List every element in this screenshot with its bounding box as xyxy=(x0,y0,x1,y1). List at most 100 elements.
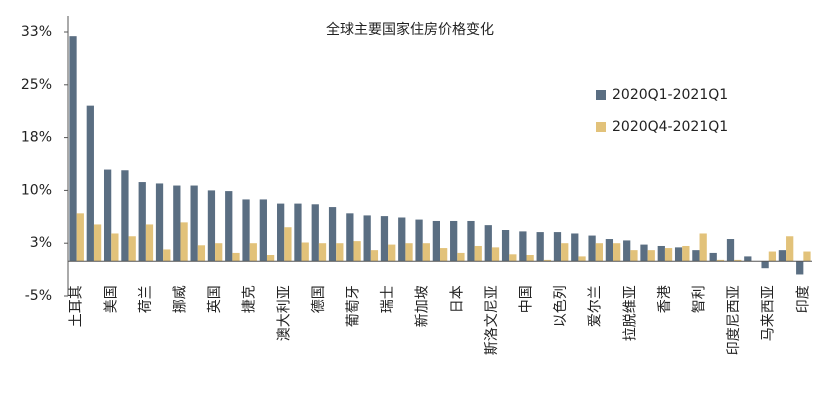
bar xyxy=(543,259,552,262)
bar xyxy=(647,250,655,262)
x-tick-label: 捷克 xyxy=(242,285,258,313)
x-tick-label: 瑞士 xyxy=(380,285,396,313)
x-tick-label: 英国 xyxy=(206,285,223,313)
bar xyxy=(284,227,292,262)
x-tick-label: 新加坡 xyxy=(415,285,431,327)
bar xyxy=(422,243,430,262)
bar xyxy=(353,241,361,262)
bar xyxy=(467,220,475,262)
bar xyxy=(336,243,344,262)
x-tick-label: 葡萄牙 xyxy=(345,285,361,327)
bar xyxy=(76,213,84,262)
bar xyxy=(440,248,448,262)
bar xyxy=(207,190,216,262)
bar xyxy=(519,231,527,262)
x-tick-label: 斯洛文尼亚 xyxy=(484,285,500,355)
bar xyxy=(709,252,717,262)
bar xyxy=(778,250,787,262)
bar xyxy=(266,255,275,262)
bar xyxy=(346,213,354,262)
x-tick-label: 土耳其 xyxy=(69,285,85,327)
bar xyxy=(699,233,707,262)
bar xyxy=(173,185,181,262)
bar xyxy=(734,259,742,262)
bar xyxy=(232,252,240,262)
bar xyxy=(526,255,534,262)
bar xyxy=(674,247,683,262)
bar xyxy=(786,236,794,262)
bar xyxy=(93,224,102,262)
bar xyxy=(571,233,579,262)
bar xyxy=(197,245,206,262)
bar xyxy=(388,244,396,262)
bar xyxy=(553,232,562,262)
bar xyxy=(664,248,673,262)
bar xyxy=(311,204,319,262)
y-tick-label: 10% xyxy=(21,182,52,198)
bar xyxy=(561,243,569,262)
legend-swatch xyxy=(596,90,606,100)
bar xyxy=(363,215,371,262)
bar xyxy=(415,219,423,262)
bar xyxy=(484,225,492,262)
bar xyxy=(474,245,482,262)
bar xyxy=(190,185,198,262)
bar xyxy=(450,220,458,262)
bar xyxy=(225,191,233,262)
bar xyxy=(716,259,725,262)
x-tick-label: 澳大利亚 xyxy=(276,285,292,341)
bar xyxy=(640,244,648,262)
bar xyxy=(796,261,804,275)
x-tick-label: 美国 xyxy=(103,285,119,313)
y-tick-label: 3% xyxy=(30,235,52,251)
bar xyxy=(380,216,389,262)
bar xyxy=(501,230,510,262)
bar xyxy=(613,243,621,262)
bar xyxy=(128,236,136,262)
x-tick-label: 香港 xyxy=(657,285,673,313)
bar xyxy=(588,235,596,262)
bar xyxy=(69,36,77,262)
bar xyxy=(277,203,285,262)
x-tick-label: 马来西亚 xyxy=(761,285,777,341)
x-tick-label: 日本 xyxy=(449,285,465,313)
bar xyxy=(692,250,700,262)
y-tick-label: -5% xyxy=(25,288,52,304)
bar xyxy=(432,220,440,262)
bar xyxy=(121,170,129,262)
x-tick-label: 挪威 xyxy=(172,285,188,313)
bar xyxy=(578,256,586,262)
bar xyxy=(605,239,614,262)
bar xyxy=(301,242,309,262)
bar xyxy=(726,239,735,262)
bar xyxy=(215,243,223,262)
bar xyxy=(398,217,406,262)
legend-label: 2020Q1-2021Q1 xyxy=(612,87,728,103)
bar xyxy=(138,182,146,262)
bar xyxy=(536,232,544,262)
bar xyxy=(180,222,188,262)
legend-swatch xyxy=(596,122,606,132)
x-tick-label: 印度 xyxy=(795,285,811,313)
bar xyxy=(259,199,267,262)
bar xyxy=(405,243,413,262)
bar xyxy=(630,250,638,262)
x-tick-label: 德国 xyxy=(311,285,327,313)
bar xyxy=(744,256,752,262)
bar xyxy=(595,243,603,262)
bar xyxy=(457,252,465,262)
bar xyxy=(145,224,154,262)
x-tick-label: 爱尔兰 xyxy=(588,285,604,327)
x-tick-label: 智利 xyxy=(692,285,708,313)
y-tick-label: 18% xyxy=(21,130,52,146)
bar xyxy=(328,207,337,262)
bar xyxy=(155,183,164,262)
bar xyxy=(682,245,690,262)
x-tick-label: 荷兰 xyxy=(138,285,154,313)
bar xyxy=(242,199,250,262)
bar xyxy=(370,250,379,262)
bar xyxy=(623,240,631,262)
bar xyxy=(761,261,769,269)
x-tick-label: 印度尼西亚 xyxy=(726,285,742,355)
